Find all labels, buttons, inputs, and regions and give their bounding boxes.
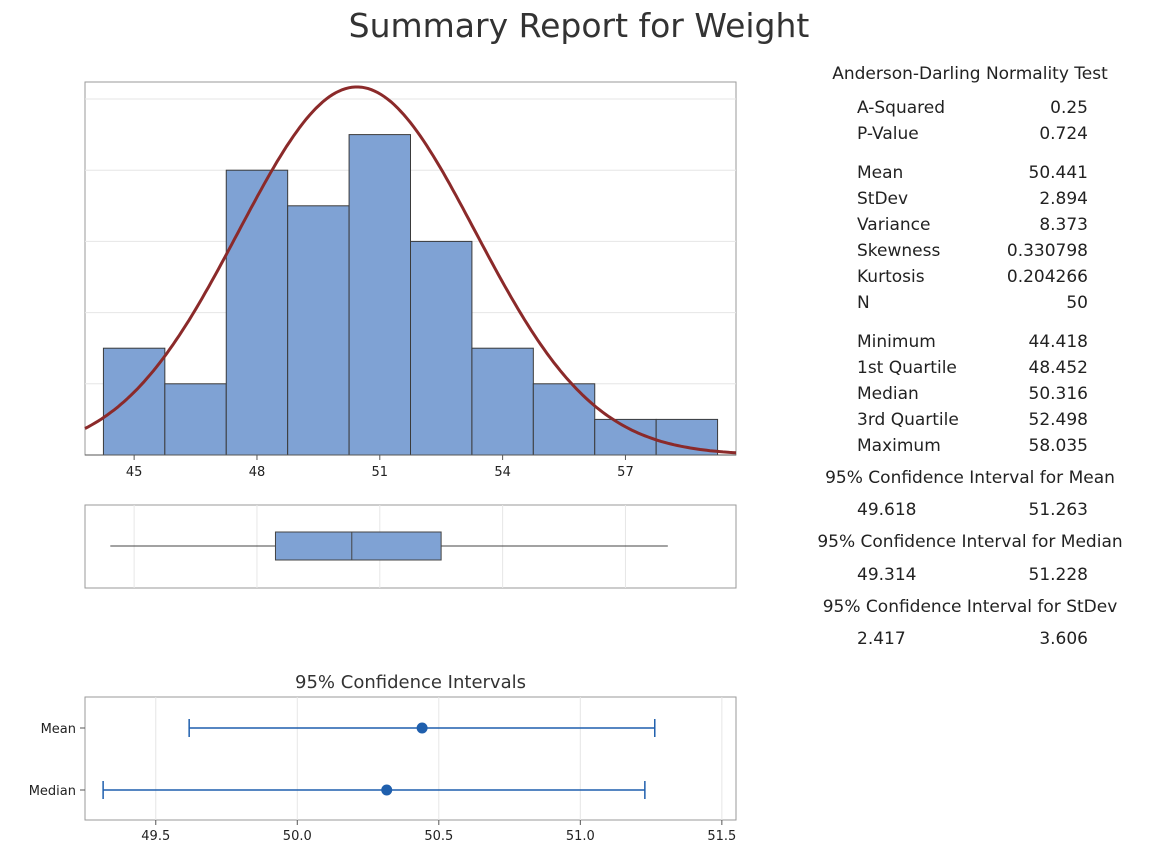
stat-value-maximum: 58.035 <box>1028 436 1088 456</box>
ci-chart-title: 95% Confidence Intervals <box>295 672 526 693</box>
stat-value-1st-quartile: 48.452 <box>1028 358 1088 378</box>
ci-median-lower: 49.314 <box>857 565 917 585</box>
stat-label-3rd-quartile: 3rd Quartile <box>857 410 959 430</box>
boxplot-box <box>274 531 442 561</box>
stat-value-a-squared: 0.25 <box>1050 98 1088 118</box>
ci-mean-upper: 51.263 <box>1028 500 1088 520</box>
histogram-bar <box>287 205 350 456</box>
ci-x-tick-label: 51.0 <box>566 829 595 844</box>
stat-label-kurtosis: Kurtosis <box>857 267 925 287</box>
stat-label-stdev: StDev <box>857 189 909 209</box>
stat-label-a-squared: A-Squared <box>857 98 946 118</box>
histogram-bar <box>225 169 289 456</box>
histogram-bar <box>348 134 411 456</box>
ci-mean-title: 95% Confidence Interval for Mean <box>825 468 1115 488</box>
histogram-x-tick-label: 51 <box>372 465 389 480</box>
ci-estimate-point <box>381 784 393 796</box>
histogram-x-tick-label: 45 <box>126 465 143 480</box>
ci-row-label: Mean <box>41 722 76 737</box>
ad-test-title: Anderson-Darling Normality Test <box>832 64 1108 84</box>
ci-estimate-point <box>416 722 428 734</box>
stat-label-p-value: P-Value <box>857 124 919 144</box>
ci-x-tick-label: 51.5 <box>707 829 736 844</box>
stat-value-minimum: 44.418 <box>1028 332 1088 352</box>
ci-stdev-lower: 2.417 <box>857 629 906 649</box>
stat-value-p-value: 0.724 <box>1039 124 1088 144</box>
histogram-bar <box>532 383 596 456</box>
ci-x-tick-label: 50.0 <box>283 829 312 844</box>
stat-value-variance: 8.373 <box>1039 215 1088 235</box>
ci-x-tick-label: 50.5 <box>424 829 453 844</box>
stat-label-skewness: Skewness <box>857 241 941 261</box>
stat-value-stdev: 2.894 <box>1039 189 1088 209</box>
ci-stdev-upper: 3.606 <box>1039 629 1088 649</box>
histogram-bar <box>102 347 166 456</box>
stat-value-skewness: 0.330798 <box>1006 241 1088 261</box>
ci-stdev-title: 95% Confidence Interval for StDev <box>822 597 1118 617</box>
ci-median-upper: 51.228 <box>1028 565 1088 585</box>
stat-label-variance: Variance <box>857 215 931 235</box>
histogram-bar <box>410 240 473 456</box>
stat-label-1st-quartile: 1st Quartile <box>857 358 957 378</box>
normal-fit-curve <box>84 85 737 455</box>
stat-label-maximum: Maximum <box>857 436 941 456</box>
histogram-bar <box>471 347 534 456</box>
page-title: Summary Report for Weight <box>348 6 810 45</box>
histogram-x-tick-label: 48 <box>249 465 266 480</box>
stat-value-n: 50 <box>1066 293 1088 313</box>
stat-value-kurtosis: 0.204266 <box>1006 267 1088 287</box>
histogram-bar <box>164 383 227 456</box>
stat-value-median: 50.316 <box>1028 384 1088 404</box>
histogram-x-tick-label: 54 <box>494 465 511 480</box>
stat-value-mean: 50.441 <box>1028 163 1088 183</box>
ci-x-tick-label: 49.5 <box>141 829 170 844</box>
ci-median-title: 95% Confidence Interval for Median <box>817 532 1123 552</box>
stat-label-minimum: Minimum <box>857 332 936 352</box>
ci-chart-frame <box>84 696 737 821</box>
stat-label-n: N <box>857 293 870 313</box>
ci-mean-lower: 49.618 <box>857 500 917 520</box>
stat-label-mean: Mean <box>857 163 904 183</box>
stat-label-median: Median <box>857 384 919 404</box>
stat-value-3rd-quartile: 52.498 <box>1028 410 1088 430</box>
ci-row-label: Median <box>29 784 76 799</box>
histogram-x-tick-label: 57 <box>617 465 634 480</box>
charts-canvas: 45 48 51 54 57 95% Confidence Intervals 49.5 50… <box>29 81 737 844</box>
